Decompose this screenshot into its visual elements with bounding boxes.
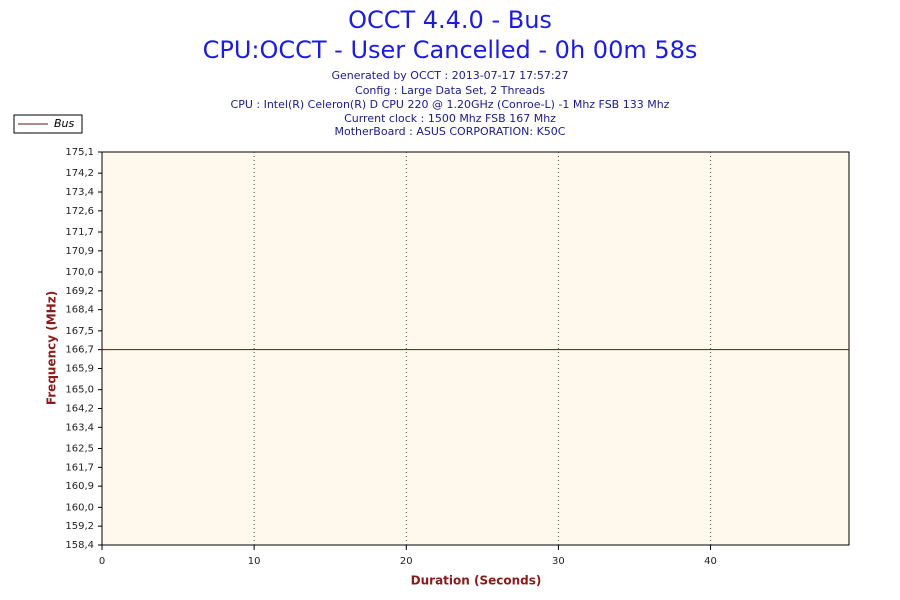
y-tick-label: 166,7 [65, 345, 94, 356]
info-line: Current clock : 1500 Mhz FSB 167 Mhz [344, 112, 556, 125]
chart-subtitle: CPU:OCCT - User Cancelled - 0h 00m 58s [203, 36, 698, 64]
y-tick-label: 165,0 [65, 385, 94, 396]
info-line: MotherBoard : ASUS CORPORATION: K50C [335, 125, 566, 138]
x-tick-label: 20 [400, 556, 413, 567]
info-line: Config : Large Data Set, 2 Threads [355, 84, 545, 97]
y-tick-label: 165,9 [65, 364, 94, 375]
y-tick-label: 172,6 [65, 206, 94, 217]
y-tick-label: 160,0 [65, 502, 94, 513]
y-tick-label: 169,2 [65, 286, 94, 297]
y-tick-label: 162,5 [65, 444, 94, 455]
y-tick-label: 158,4 [65, 540, 94, 551]
y-axis-label: Frequency (MHz) [45, 291, 59, 405]
x-tick-label: 10 [248, 556, 261, 567]
y-tick-label: 167,5 [65, 326, 94, 337]
y-tick-label: 170,9 [65, 246, 94, 257]
y-tick-label: 173,4 [65, 187, 94, 198]
y-tick-label: 161,7 [65, 462, 94, 473]
x-tick-label: 0 [99, 556, 105, 567]
plot-area [101, 151, 850, 546]
y-tick-label: 164,2 [65, 404, 94, 415]
info-line: Generated by OCCT : 2013-07-17 17:57:27 [331, 69, 568, 82]
legend-label: Bus [54, 117, 75, 130]
x-tick-label: 40 [704, 556, 717, 567]
x-axis-label: Duration (Seconds) [411, 574, 542, 588]
x-tick-label: 30 [552, 556, 565, 567]
y-tick-label: 171,7 [65, 227, 94, 238]
chart-title: OCCT 4.4.0 - Bus [348, 6, 552, 34]
y-tick-label: 160,9 [65, 481, 94, 492]
y-tick-label: 175,1 [65, 147, 94, 158]
y-tick-label: 174,2 [65, 168, 94, 179]
y-tick-label: 163,4 [65, 422, 94, 433]
y-tick-label: 170,0 [65, 267, 94, 278]
info-line: CPU : Intel(R) Celeron(R) D CPU 220 @ 1.… [231, 98, 670, 111]
y-tick-label: 159,2 [65, 521, 94, 532]
y-tick-label: 168,4 [65, 305, 94, 316]
